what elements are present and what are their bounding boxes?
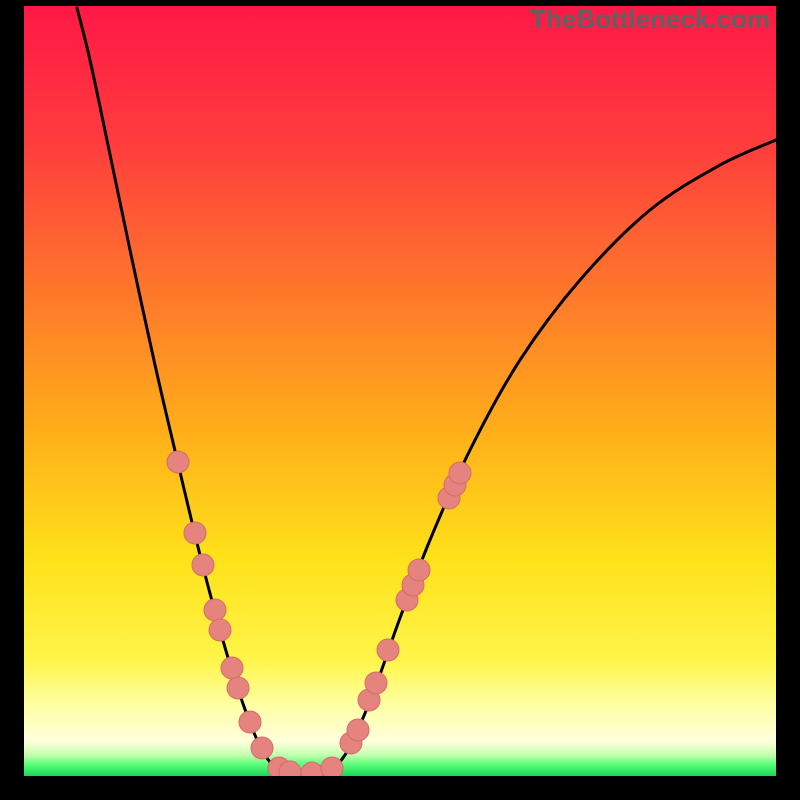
chart-frame: TheBottleneck.com: [0, 0, 800, 800]
data-marker: [209, 619, 231, 641]
data-marker: [184, 522, 206, 544]
chart-plot-area: [24, 6, 776, 776]
data-marker: [227, 677, 249, 699]
data-marker: [377, 639, 399, 661]
bottleneck-curve: [77, 8, 776, 774]
data-marker: [347, 719, 369, 741]
data-marker: [204, 599, 226, 621]
data-marker: [167, 451, 189, 473]
chart-svg-layer: [24, 6, 776, 776]
data-marker: [251, 737, 273, 759]
data-marker: [408, 559, 430, 581]
data-marker: [221, 657, 243, 679]
data-marker: [365, 672, 387, 694]
data-marker: [301, 762, 323, 776]
watermark-text: TheBottleneck.com: [530, 4, 770, 35]
data-marker: [449, 462, 471, 484]
data-marker: [239, 711, 261, 733]
data-marker: [321, 757, 343, 776]
data-marker: [192, 554, 214, 576]
